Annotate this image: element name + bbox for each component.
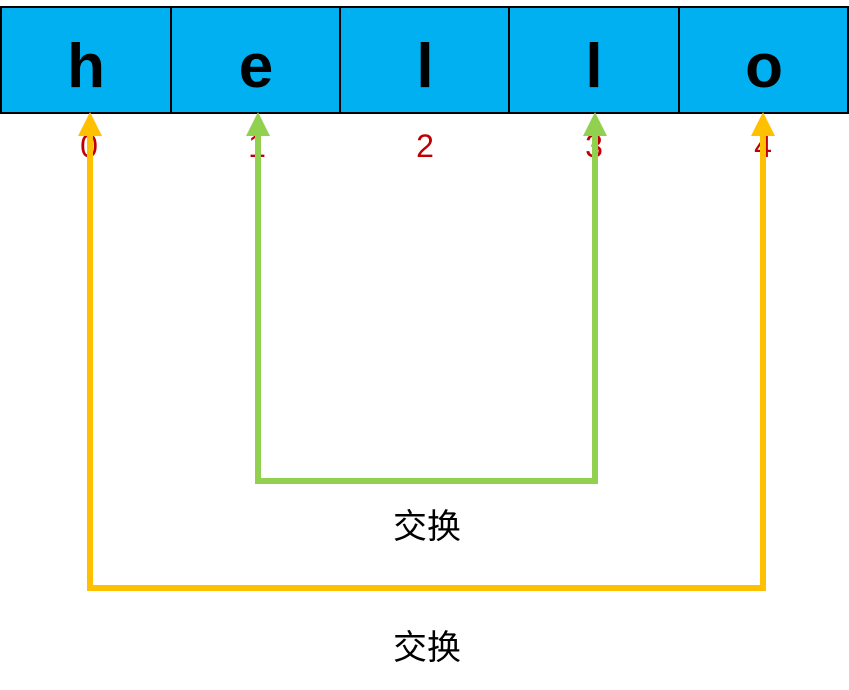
swap-label-outer: 交换 [393, 628, 461, 668]
array-cell-3: l [508, 6, 680, 114]
char-array: h e l l o [0, 6, 849, 114]
index-label-2: 2 [416, 128, 434, 164]
cell-box-0 [0, 6, 172, 114]
index-labels: 0 1 2 3 4 [80, 128, 772, 164]
cell-char-1: e [239, 32, 273, 101]
cell-char-4: o [745, 32, 783, 101]
array-cell-1: e [170, 6, 341, 114]
cell-char-0: h [67, 32, 105, 101]
cell-box-2 [339, 6, 510, 114]
cell-box-1 [170, 6, 341, 114]
cell-char-3: l [585, 32, 602, 101]
array-cell-2: l [339, 6, 510, 114]
array-cell-4: o [678, 6, 849, 114]
swap-label-inner: 交换 [393, 507, 461, 547]
array-cell-0: h [0, 6, 172, 114]
swap-arrow-inner [246, 112, 607, 484]
swap-arrow-outer [78, 112, 775, 591]
cell-char-2: l [416, 32, 433, 101]
cell-box-3 [508, 6, 680, 114]
